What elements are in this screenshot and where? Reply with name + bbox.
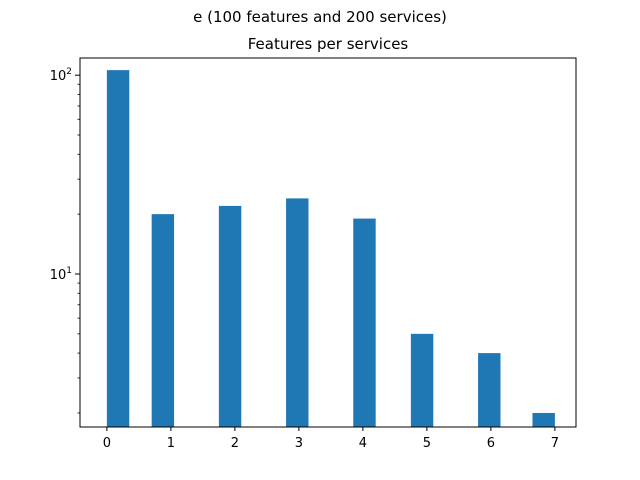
x-tick-label: 2: [231, 436, 239, 451]
x-tick-label: 0: [103, 436, 111, 451]
x-tick-label: 1: [167, 436, 175, 451]
bar-1: [151, 214, 175, 427]
bar-7: [532, 412, 555, 427]
y-tick-label: 101: [50, 266, 72, 283]
bar-0: [106, 70, 130, 427]
bar-3: [286, 198, 309, 427]
bar-2: [218, 205, 242, 427]
x-tick-label: 5: [423, 436, 431, 451]
chart-title: Features per services: [248, 35, 409, 53]
x-tick-label: 6: [487, 436, 495, 451]
plot-frame: [79, 57, 577, 428]
x-tick-label: 7: [551, 436, 559, 451]
y-axis: 101 102: [50, 67, 80, 414]
x-axis: 0 1 2 3 4 5 6 7: [103, 427, 559, 451]
bars-group: [106, 70, 555, 427]
x-tick-label: 3: [295, 436, 303, 451]
x-tick-label: 4: [359, 436, 367, 451]
bar-4: [353, 218, 376, 427]
bar-6: [478, 353, 501, 427]
bar-5: [410, 333, 434, 427]
y-tick-label: 102: [50, 67, 72, 84]
chart-suptitle: e (100 features and 200 services): [193, 8, 447, 26]
